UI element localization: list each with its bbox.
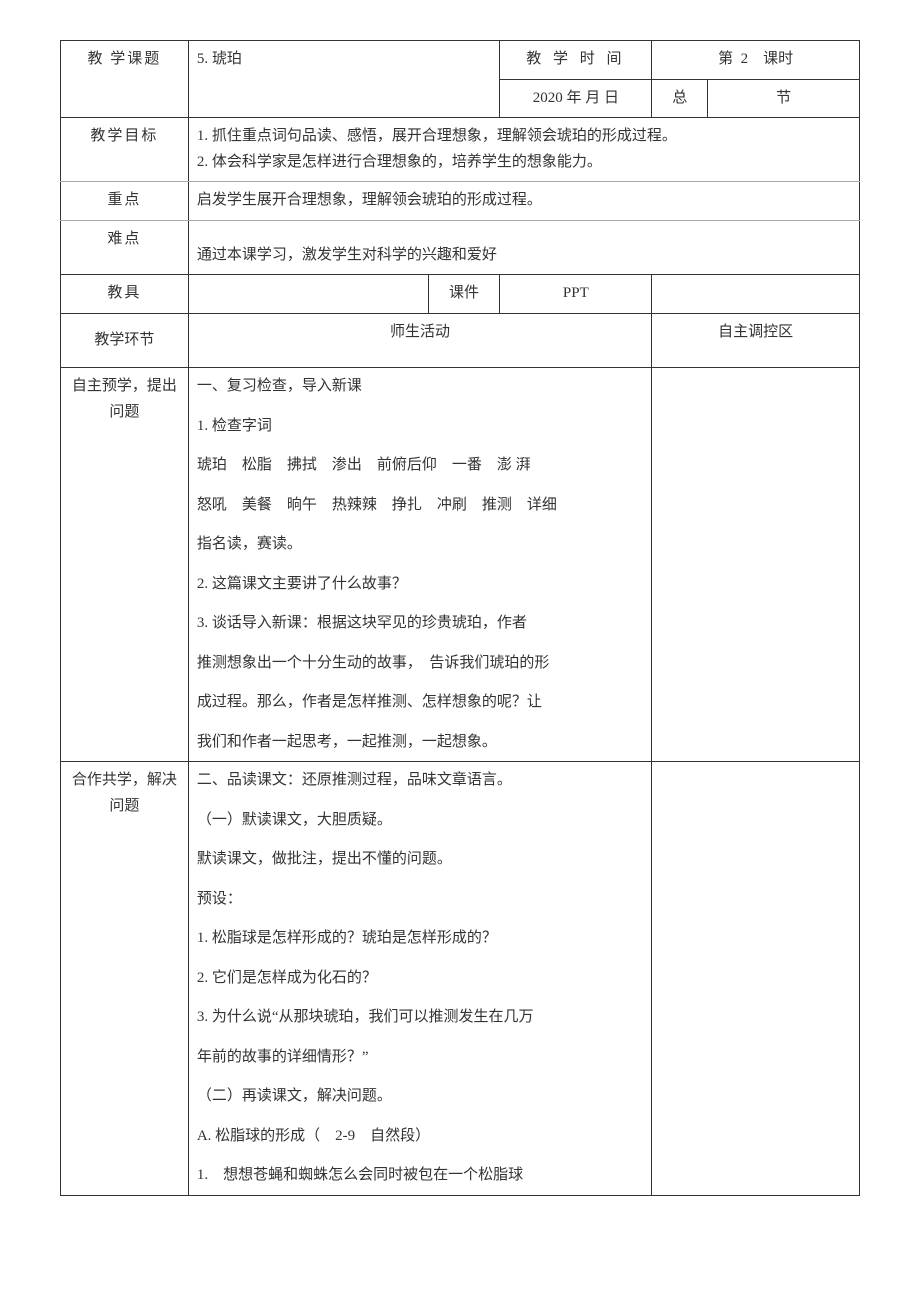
objectives-label: 教学目标 <box>61 118 189 182</box>
courseware-label: 课件 <box>428 275 500 314</box>
s2-p5: 1. 松脂球是怎样形成的？琥珀是怎样形成的？ <box>197 926 643 952</box>
note-header: 自主调控区 <box>652 313 860 368</box>
s1-p10: 我们和作者一起思考，一起推测，一起想象。 <box>197 730 643 756</box>
stage1-activity: 一、复习检查，导入新课 1. 检查字词 琥珀 松脂 拂拭 渗出 前俯后仰 一番 … <box>188 368 651 762</box>
s1-p3: 琥珀 松脂 拂拭 渗出 前俯后仰 一番 澎 湃 <box>197 453 643 479</box>
s2-p1: 二、品读课文：还原推测过程，品味文章语言。 <box>197 768 643 794</box>
stage-header: 教学环节 <box>61 313 189 368</box>
s1-p8: 推测想象出一个十分生动的故事， 告诉我们琥珀的形 <box>197 651 643 677</box>
s2-p7: 3. 为什么说“从那块琥珀，我们可以推测发生在几万 <box>197 1005 643 1031</box>
total-label: 总 <box>652 79 708 118</box>
s2-p3: 默读课文，做批注，提出不懂的问题。 <box>197 847 643 873</box>
lesson-topic-label: 教 学课题 <box>61 41 189 118</box>
s1-p4: 怒吼 美餐 晌午 热辣辣 挣扎 冲刷 推测 详细 <box>197 493 643 519</box>
s2-p4: 预设： <box>197 887 643 913</box>
s2-p10: A. 松脂球的形成（ 2-9 自然段） <box>197 1124 643 1150</box>
stage2-label: 合作共学，解决问题 <box>61 762 189 1196</box>
s2-p9: （二）再读课文，解决问题。 <box>197 1084 643 1110</box>
lesson-topic-value: 5. 琥珀 <box>188 41 500 118</box>
s2-p6: 2. 它们是怎样成为化石的？ <box>197 966 643 992</box>
objectives-value: 1. 抓住重点词句品读、感悟，展开合理想象，理解领会琥珀的形成过程。 2. 体会… <box>188 118 859 182</box>
stage2-note <box>652 762 860 1196</box>
total-suffix: 节 <box>708 79 860 118</box>
stage1-note <box>652 368 860 762</box>
s1-p2: 1. 检查字词 <box>197 414 643 440</box>
stage1-label: 自主预学，提出问题 <box>61 368 189 762</box>
keypoint-value: 启发学生展开合理想象，理解领会琥珀的形成过程。 <box>188 182 859 221</box>
tool-label: 教具 <box>61 275 189 314</box>
objectives-line2: 2. 体会科学家是怎样进行合理想象的，培养学生的想象能力。 <box>197 150 851 176</box>
s1-p9: 成过程。那么，作者是怎样推测、怎样想象的呢？让 <box>197 690 643 716</box>
courseware-value: PPT <box>500 275 652 314</box>
stage2-activity: 二、品读课文：还原推测过程，品味文章语言。 （一）默读课文，大胆质疑。 默读课文… <box>188 762 651 1196</box>
s2-p2: （一）默读课文，大胆质疑。 <box>197 808 643 834</box>
objectives-line1: 1. 抓住重点词句品读、感悟，展开合理想象，理解领会琥珀的形成过程。 <box>197 124 851 150</box>
s1-p7: 3. 谈话导入新课：根据这块罕见的珍贵琥珀，作者 <box>197 611 643 637</box>
difficulty-value: 通过本课学习，激发学生对科学的兴趣和爱好 <box>188 220 859 275</box>
keypoint-label: 重点 <box>61 182 189 221</box>
s1-p6: 2. 这篇课文主要讲了什么故事？ <box>197 572 643 598</box>
difficulty-label: 难点 <box>61 220 189 275</box>
s1-p5: 指名读，赛读。 <box>197 532 643 558</box>
tool-blank <box>188 275 428 314</box>
session-suffix: 课时 <box>763 51 793 67</box>
tool-blank2 <box>652 275 860 314</box>
s2-p11: 1. 想想苍蝇和蜘蛛怎么会同时被包在一个松脂球 <box>197 1163 643 1189</box>
date-value: 2020 年 月 日 <box>500 79 652 118</box>
time-label: 教 学 时 间 <box>500 41 652 80</box>
session-prefix: 第 <box>718 51 733 67</box>
lesson-plan-table: 教 学课题 5. 琥珀 教 学 时 间 第 2 课时 2020 年 月 日 总 … <box>60 40 860 1196</box>
activity-header: 师生活动 <box>188 313 651 368</box>
session-number: 2 <box>741 51 749 67</box>
s2-p8: 年前的故事的详细情形？” <box>197 1045 643 1071</box>
s1-p1: 一、复习检查，导入新课 <box>197 374 643 400</box>
session-cell: 第 2 课时 <box>652 41 860 80</box>
